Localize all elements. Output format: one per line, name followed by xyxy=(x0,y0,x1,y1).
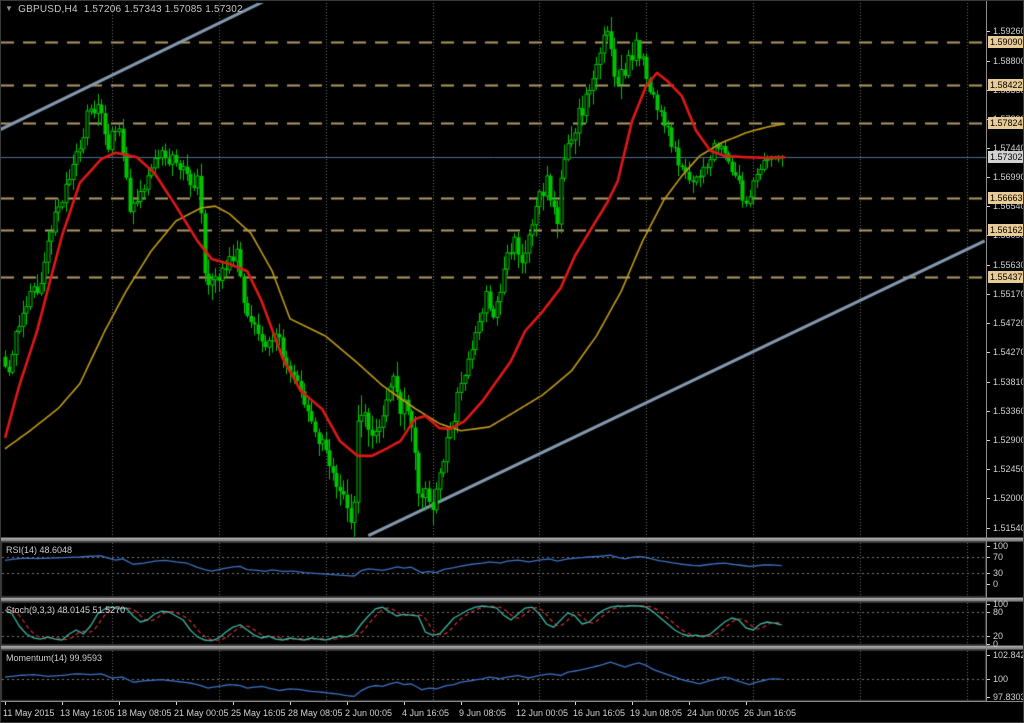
stoch-scale-label: 0 xyxy=(987,639,998,650)
price-tick-label: 1.56540 xyxy=(987,201,1023,212)
price-tick-label: 1.52450 xyxy=(987,464,1023,475)
panel-separator-stoch-momentum[interactable] xyxy=(1,645,1023,650)
current-price-badge: 1.57302 xyxy=(988,151,1023,164)
time-tick xyxy=(62,702,63,705)
momentum-scale-label: 97.8303 xyxy=(987,692,1023,703)
price-tick-label: 1.54270 xyxy=(987,347,1023,358)
stoch-scale-label: 20 xyxy=(987,631,1003,642)
time-tick xyxy=(518,702,519,705)
price-axis[interactable]: 1.592601.588001.583501.578901.574401.569… xyxy=(986,1,1023,703)
time-tick xyxy=(632,702,633,705)
price-tick-label: 1.56990 xyxy=(987,172,1023,183)
price-tick-label: 1.59260 xyxy=(987,26,1023,37)
time-tick xyxy=(119,702,120,705)
time-tick xyxy=(176,702,177,705)
rsi-scale-label: 30 xyxy=(987,568,1003,579)
panel-separator-rsi-stoch[interactable] xyxy=(1,597,1023,602)
time-tick-label: 4 Jun 16:05 xyxy=(402,708,450,718)
time-tick xyxy=(290,702,291,705)
time-tick-label: 2 Jun 00:05 xyxy=(345,708,393,718)
time-tick-label: 13 May 16:05 xyxy=(60,708,115,718)
rsi-scale-label: 0 xyxy=(987,579,998,590)
time-tick-label: 26 Jun 16:05 xyxy=(744,708,797,718)
price-tick-label: 1.53360 xyxy=(987,406,1023,417)
time-tick-label: 21 May 00:05 xyxy=(174,708,229,718)
price-tick-label: 1.57440 xyxy=(987,143,1023,154)
chart-symbol-period: GBPUSD,H4 xyxy=(18,4,78,15)
level-price-badge: 1.58422 xyxy=(988,78,1023,91)
chart-title: ▼ GBPUSD,H4 1.57206 1.57343 1.57085 1.573… xyxy=(5,4,243,15)
price-tick-label: 1.54720 xyxy=(987,318,1023,329)
momentum-indicator-label: Momentum(14) 99.9593 xyxy=(6,653,103,663)
time-axis-border xyxy=(1,701,1023,702)
chart-ohlc-values: 1.57206 1.57343 1.57085 1.57302 xyxy=(83,4,243,15)
chart-plot-canvas[interactable] xyxy=(1,1,986,702)
time-tick-label: 16 Jun 16:05 xyxy=(573,708,626,718)
time-tick xyxy=(233,702,234,705)
time-tick-label: 12 Jun 00:05 xyxy=(516,708,569,718)
time-tick-label: 11 May 2015 xyxy=(3,708,55,718)
level-price-badge: 1.56162 xyxy=(988,224,1023,237)
level-price-badge: 1.57824 xyxy=(988,117,1023,130)
momentum-scale-label: 102.8425 xyxy=(987,650,1023,661)
rsi-indicator-label: RSI(14) 48.6048 xyxy=(6,545,73,555)
time-tick-label: 19 Jun 08:05 xyxy=(630,708,683,718)
time-tick xyxy=(5,702,6,705)
time-tick xyxy=(404,702,405,705)
time-tick-label: 9 Jun 08:05 xyxy=(459,708,507,718)
momentum-scale-label: 100 xyxy=(987,674,1008,685)
stoch-scale-label: 100 xyxy=(987,599,1008,610)
panel-separator-main-rsi[interactable] xyxy=(1,537,1023,542)
time-axis[interactable]: 11 May 2015 13 May 16:05 18 May 08:05 21 Ma… xyxy=(1,702,1023,722)
price-tick-label: 1.52000 xyxy=(987,493,1023,504)
triangle-down-icon[interactable]: ▼ xyxy=(5,4,14,13)
rsi-scale-label: 100 xyxy=(987,541,1008,552)
price-tick-label: 1.58800 xyxy=(987,56,1023,67)
rsi-scale-label: 70 xyxy=(987,552,1003,563)
price-tick-label: 1.55630 xyxy=(987,260,1023,271)
time-tick xyxy=(461,702,462,705)
price-tick-label: 1.53810 xyxy=(987,377,1023,388)
level-price-badge: 1.56663 xyxy=(988,192,1023,205)
level-price-badge: 1.59090 xyxy=(988,35,1023,48)
time-tick xyxy=(746,702,747,705)
time-tick-label: 28 May 08:05 xyxy=(288,708,343,718)
time-tick xyxy=(689,702,690,705)
price-tick-label: 1.55170 xyxy=(987,289,1023,300)
level-price-badge: 1.55437 xyxy=(988,271,1023,284)
stoch-scale-label: 80 xyxy=(987,607,1003,618)
time-tick xyxy=(575,702,576,705)
time-tick xyxy=(347,702,348,705)
price-tick-label: 1.51540 xyxy=(987,523,1023,534)
time-tick-label: 25 May 16:05 xyxy=(231,708,286,718)
price-tick-label: 1.52900 xyxy=(987,435,1023,446)
time-tick-label: 18 May 08:05 xyxy=(117,708,172,718)
stochastic-indicator-label: Stoch(9,3,3) 48.0145 51.5270 xyxy=(6,605,126,615)
time-tick-label: 24 Jun 00:05 xyxy=(687,708,740,718)
